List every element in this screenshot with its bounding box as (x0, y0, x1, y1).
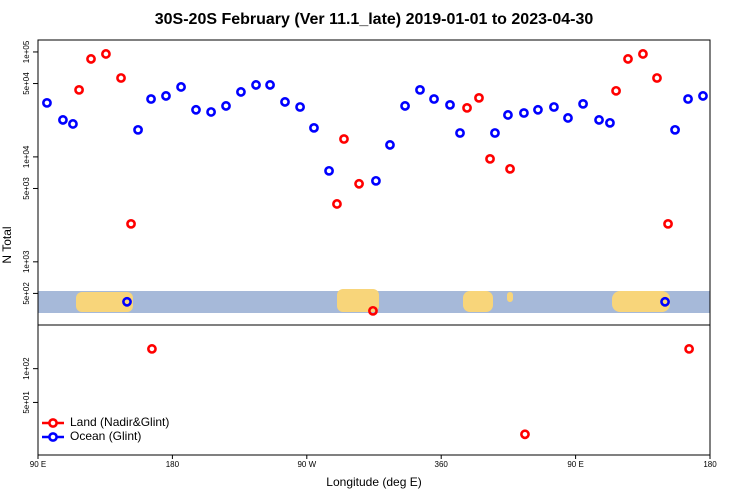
point (74, 84, 84, 95)
legend-marker (48, 432, 58, 442)
x-tick-label: 90 E (567, 460, 583, 469)
legend-label: Ocean (Glint) (70, 429, 141, 443)
point (251, 80, 261, 90)
point (368, 305, 378, 316)
x-tick-label: 180 (703, 460, 717, 469)
y-tick-label: 1e+02 (22, 357, 31, 380)
point (176, 82, 186, 92)
point (683, 94, 693, 104)
point (652, 73, 662, 83)
point (206, 107, 216, 117)
y-tick-label: 5e+01 (22, 391, 31, 414)
land-patch (507, 292, 513, 302)
x-tick-label: 360 (435, 460, 449, 469)
point (429, 94, 439, 104)
x-tick-label: 90 E (30, 460, 46, 469)
point (309, 122, 319, 133)
y-axis-label: N Total (0, 226, 14, 263)
y-tick-label: 1e+05 (22, 40, 31, 63)
point (122, 296, 132, 307)
land-patch (612, 291, 670, 312)
point (660, 296, 670, 307)
point (520, 429, 530, 440)
x-tick-label: 180 (166, 460, 180, 469)
point (490, 128, 500, 138)
point (605, 117, 615, 128)
map-strip (38, 289, 710, 313)
land-patch (337, 289, 379, 312)
y-tick-label: 5e+04 (22, 72, 31, 95)
point (280, 97, 290, 107)
y-tick-label: 5e+02 (22, 282, 31, 305)
point (236, 87, 246, 97)
point (339, 134, 349, 144)
point (415, 84, 425, 95)
y-tick-label: 5e+03 (22, 177, 31, 200)
point (295, 102, 305, 112)
point (594, 115, 604, 125)
point (503, 110, 513, 120)
point (519, 108, 529, 118)
point (126, 218, 136, 229)
point (265, 80, 275, 90)
point (474, 92, 484, 103)
point (563, 113, 573, 123)
point (68, 119, 78, 129)
bottom-panel-frame (37, 324, 711, 456)
point (455, 128, 465, 138)
point (354, 178, 364, 189)
point (578, 98, 588, 109)
point (663, 218, 673, 229)
legend-label: Land (Nadir&Glint) (70, 415, 169, 429)
legend-marker (48, 418, 58, 428)
point (58, 115, 68, 125)
point (533, 104, 543, 115)
y-tick-label: 1e+03 (22, 250, 31, 273)
point (86, 54, 96, 64)
point (623, 54, 633, 64)
point (161, 91, 171, 101)
point (332, 199, 342, 209)
point (146, 94, 156, 104)
point (445, 99, 455, 110)
land-patch (463, 291, 493, 312)
point (133, 124, 143, 135)
point (611, 85, 621, 96)
point (670, 124, 680, 135)
point (221, 101, 231, 111)
point (371, 175, 381, 186)
point (385, 140, 395, 150)
point (549, 102, 559, 112)
point (324, 165, 334, 176)
chart-title: 30S-20S February (Ver 11.1_late) 2019-01… (155, 11, 594, 28)
point (698, 91, 708, 101)
x-axis-label: Longitude (deg E) (326, 475, 421, 489)
point (485, 153, 495, 164)
point (638, 49, 648, 59)
point (684, 344, 694, 354)
land-patch (76, 292, 133, 312)
point (42, 97, 52, 108)
point (101, 49, 111, 59)
point (116, 73, 126, 83)
point (191, 104, 201, 115)
point (400, 101, 410, 111)
point (462, 102, 472, 113)
point (505, 163, 515, 174)
y-tick-label: 1e+04 (22, 145, 31, 168)
x-tick-label: 90 W (297, 460, 316, 469)
point (147, 344, 157, 354)
